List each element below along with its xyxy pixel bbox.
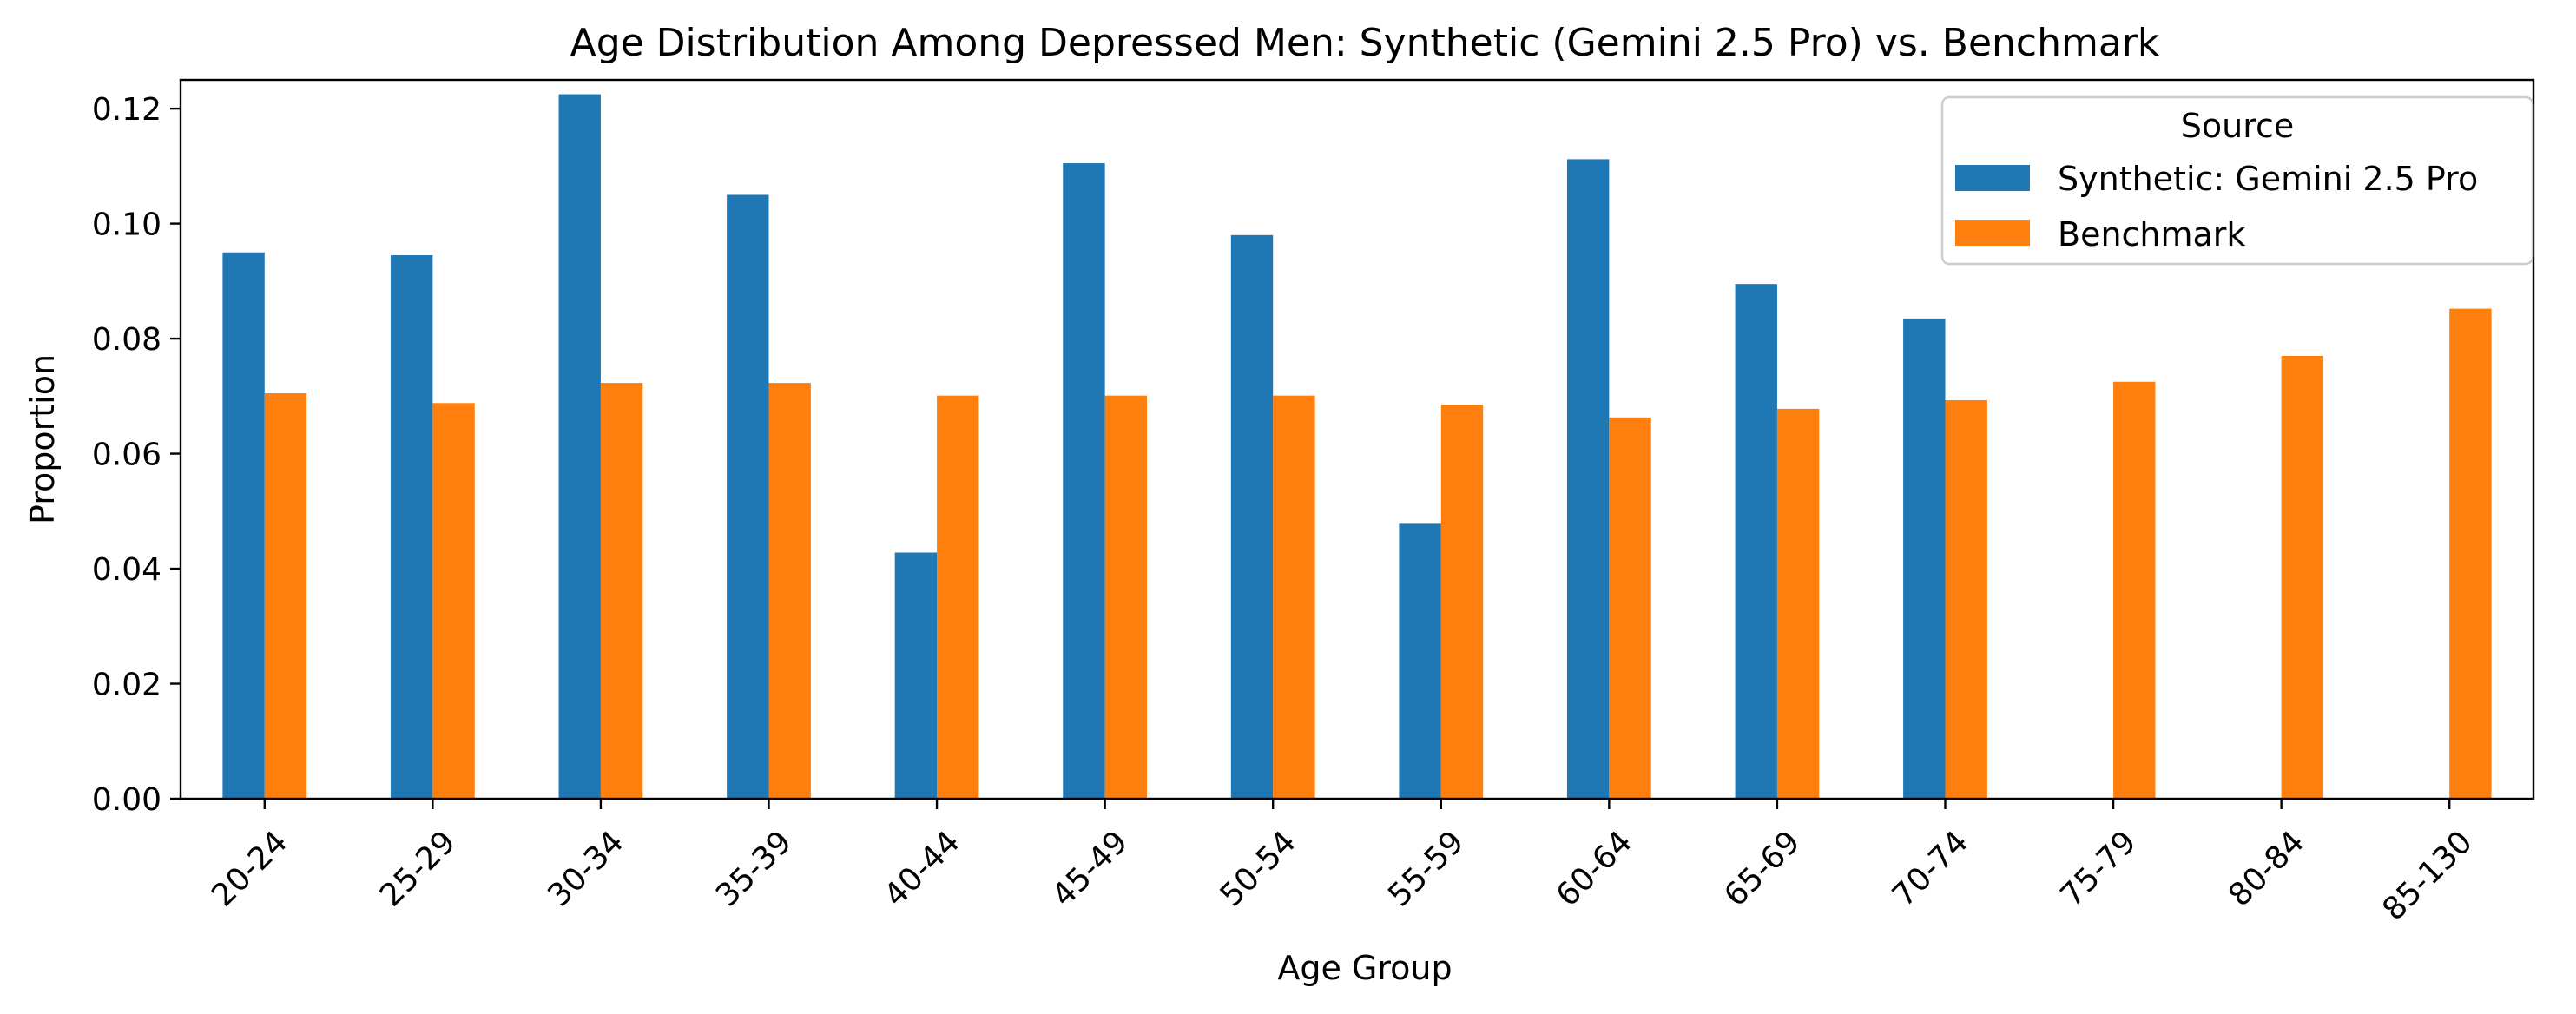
legend-swatch-benchmark <box>1955 220 2030 246</box>
legend-label-benchmark: Benchmark <box>2058 215 2245 254</box>
bar-synthetic-65-69 <box>1735 284 1777 799</box>
bar-benchmark-60-64 <box>1609 417 1651 799</box>
bar-synthetic-60-64 <box>1566 159 1610 799</box>
bar-benchmark-65-69 <box>1776 408 1820 799</box>
bar-synthetic-35-39 <box>727 194 769 800</box>
bar-benchmark-25-29 <box>432 403 475 799</box>
y-tick-label: 0.08 <box>92 322 161 358</box>
legend-title: Source <box>2181 107 2295 145</box>
y-tick-label: 0.00 <box>92 782 161 818</box>
bar-benchmark-70-74 <box>1945 399 1987 799</box>
legend-swatch-synthetic <box>1955 165 2030 191</box>
y-tick-label: 0.10 <box>92 207 161 243</box>
legend-label-synthetic: Synthetic: Gemini 2.5 Pro <box>2058 160 2478 198</box>
y-axis: 0.00 0.02 0.04 0.06 0.08 0.10 0.12 <box>92 92 181 818</box>
bar-benchmark-35-39 <box>768 383 811 799</box>
y-tick-label: 0.06 <box>92 438 161 473</box>
bar-synthetic-55-59 <box>1399 523 1441 799</box>
bar-benchmark-80-84 <box>2281 355 2324 799</box>
bar-synthetic-50-54 <box>1230 234 1274 800</box>
y-tick-label: 0.04 <box>92 552 161 588</box>
y-axis-label: Proportion <box>23 354 62 524</box>
bar-synthetic-25-29 <box>390 255 433 799</box>
bar-synthetic-20-24 <box>222 252 265 800</box>
bar-benchmark-45-49 <box>1104 395 1148 799</box>
bars-group <box>222 94 2492 800</box>
y-tick-label: 0.02 <box>92 668 161 703</box>
bar-benchmark-50-54 <box>1273 395 1315 799</box>
bar-synthetic-40-44 <box>894 552 938 799</box>
bar-benchmark-30-34 <box>600 383 643 799</box>
plot-frame <box>179 78 2535 800</box>
bar-benchmark-40-44 <box>937 395 979 799</box>
legend: Source Synthetic: Gemini 2.5 Pro Benchma… <box>1940 95 2534 266</box>
bar-synthetic-45-49 <box>1063 163 1105 800</box>
bar-synthetic-30-34 <box>558 94 601 799</box>
x-axis-label: Age Group <box>1277 949 1452 987</box>
bar-benchmark-75-79 <box>2113 381 2156 799</box>
bar-benchmark-20-24 <box>264 393 307 799</box>
chart-title: Age Distribution Among Depressed Men: Sy… <box>570 21 2160 65</box>
bar-synthetic-70-74 <box>1903 318 1946 799</box>
y-tick-label: 0.12 <box>92 92 161 128</box>
bar-benchmark-55-59 <box>1440 405 1484 799</box>
legend-box <box>1940 95 2534 266</box>
bar-benchmark-85-130 <box>2449 308 2492 799</box>
